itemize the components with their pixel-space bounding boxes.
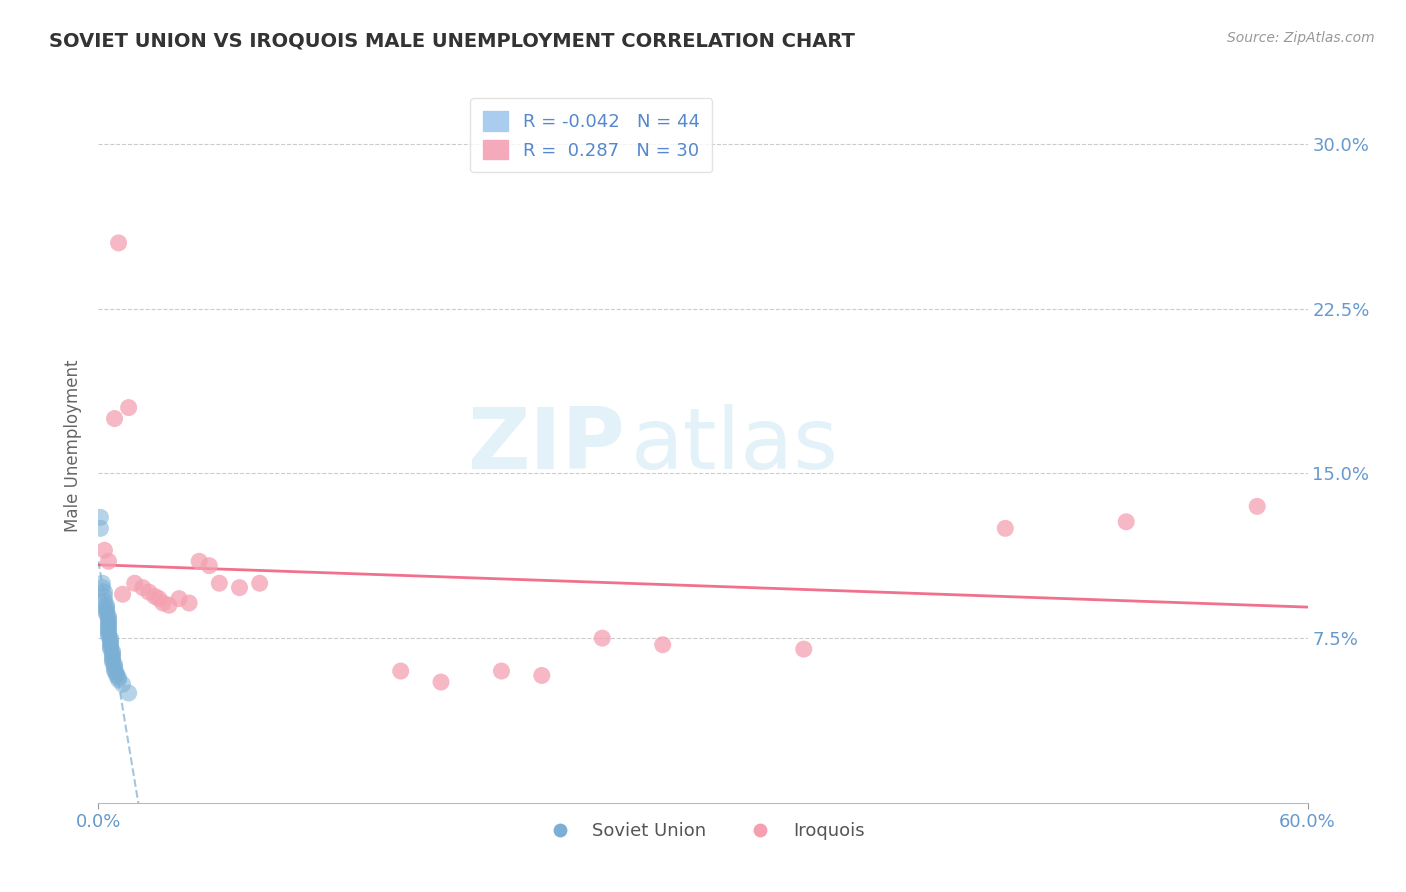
Text: Source: ZipAtlas.com: Source: ZipAtlas.com bbox=[1227, 31, 1375, 45]
Point bbox=[188, 554, 211, 568]
Point bbox=[138, 585, 160, 599]
Point bbox=[101, 655, 124, 669]
Point bbox=[100, 635, 122, 649]
Point bbox=[100, 640, 122, 654]
Point bbox=[157, 598, 180, 612]
Point bbox=[793, 642, 815, 657]
Point bbox=[101, 653, 124, 667]
Point bbox=[103, 662, 125, 676]
Point bbox=[91, 576, 114, 591]
Point bbox=[103, 659, 125, 673]
Point bbox=[97, 611, 120, 625]
Point bbox=[97, 609, 120, 624]
Point bbox=[148, 591, 170, 606]
Point bbox=[430, 675, 453, 690]
Point bbox=[1115, 515, 1137, 529]
Point bbox=[651, 638, 673, 652]
Point bbox=[118, 686, 141, 700]
Point bbox=[491, 664, 513, 678]
Point bbox=[89, 521, 111, 535]
Point bbox=[132, 581, 155, 595]
Point bbox=[93, 543, 115, 558]
Point bbox=[93, 585, 115, 599]
Point bbox=[97, 623, 120, 637]
Point bbox=[97, 554, 120, 568]
Point bbox=[152, 596, 174, 610]
Point bbox=[97, 624, 120, 639]
Point bbox=[96, 600, 118, 615]
Point bbox=[198, 558, 221, 573]
Point bbox=[93, 594, 115, 608]
Point bbox=[111, 677, 134, 691]
Point bbox=[103, 664, 125, 678]
Point bbox=[208, 576, 231, 591]
Point bbox=[103, 657, 125, 672]
Point bbox=[167, 591, 190, 606]
Point bbox=[96, 607, 118, 621]
Point bbox=[1246, 500, 1268, 514]
Point bbox=[118, 401, 141, 415]
Text: ZIP: ZIP bbox=[467, 404, 624, 488]
Point bbox=[93, 590, 115, 604]
Point bbox=[530, 668, 553, 682]
Point bbox=[97, 626, 120, 640]
Point bbox=[91, 581, 114, 595]
Point bbox=[994, 521, 1017, 535]
Point bbox=[107, 235, 129, 250]
Point bbox=[389, 664, 412, 678]
Point bbox=[107, 673, 129, 687]
Point bbox=[97, 618, 120, 632]
Point bbox=[101, 647, 124, 661]
Point bbox=[96, 605, 118, 619]
Point bbox=[111, 587, 134, 601]
Point bbox=[179, 596, 201, 610]
Point bbox=[143, 590, 166, 604]
Point bbox=[107, 671, 129, 685]
Point bbox=[101, 648, 124, 663]
Point bbox=[97, 629, 120, 643]
Point bbox=[591, 631, 613, 645]
Point bbox=[96, 602, 118, 616]
Point bbox=[105, 668, 128, 682]
Point bbox=[105, 666, 128, 681]
Point bbox=[100, 642, 122, 657]
Point bbox=[249, 576, 271, 591]
Point bbox=[101, 651, 124, 665]
Point bbox=[100, 638, 122, 652]
Point bbox=[124, 576, 146, 591]
Text: SOVIET UNION VS IROQUOIS MALE UNEMPLOYMENT CORRELATION CHART: SOVIET UNION VS IROQUOIS MALE UNEMPLOYME… bbox=[49, 31, 855, 50]
Point bbox=[100, 631, 122, 645]
Text: atlas: atlas bbox=[630, 404, 838, 488]
Point bbox=[96, 598, 118, 612]
Point bbox=[228, 581, 250, 595]
Point bbox=[103, 411, 125, 425]
Y-axis label: Male Unemployment: Male Unemployment bbox=[65, 359, 83, 533]
Point bbox=[101, 644, 124, 658]
Point bbox=[97, 620, 120, 634]
Point bbox=[89, 510, 111, 524]
Legend: Soviet Union, Iroquois: Soviet Union, Iroquois bbox=[534, 815, 872, 847]
Point bbox=[97, 614, 120, 628]
Point bbox=[97, 615, 120, 630]
Point bbox=[100, 633, 122, 648]
